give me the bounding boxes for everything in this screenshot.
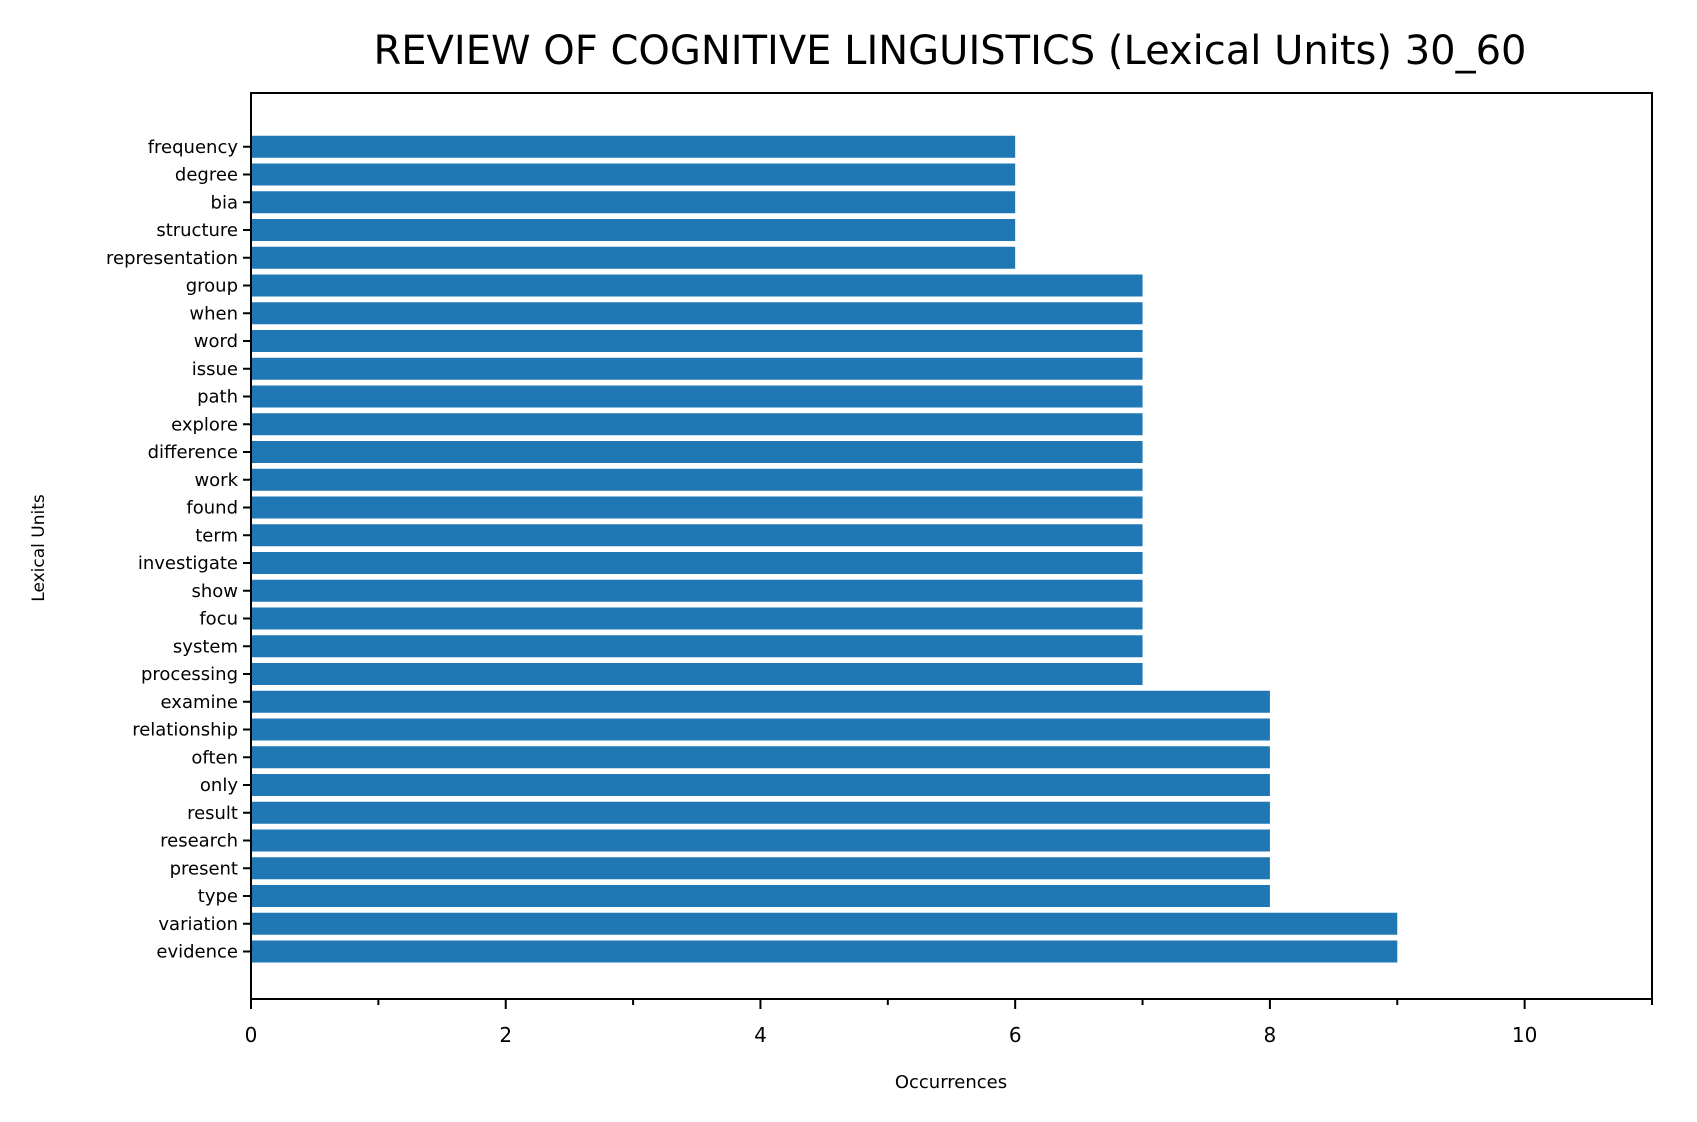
- x-tick-label: 2: [499, 1023, 512, 1047]
- plot-frame: [250, 92, 1653, 1000]
- bar-group: [251, 274, 1143, 297]
- y-tick-label: investigate: [138, 553, 238, 574]
- bar-focu: [251, 607, 1143, 630]
- y-tick-label: work: [194, 470, 238, 491]
- bar-often: [251, 746, 1270, 769]
- bar-work: [251, 468, 1143, 491]
- bar-issue: [251, 357, 1143, 380]
- x-tick-label: 0: [245, 1023, 258, 1047]
- y-tick-label: difference: [148, 442, 238, 463]
- y-tick-label: result: [187, 803, 238, 824]
- chart-title: REVIEW OF COGNITIVE LINGUISTICS (Lexical…: [373, 28, 1526, 74]
- bar-processing: [251, 663, 1143, 685]
- bar-system: [251, 635, 1143, 658]
- bar-investigate: [251, 552, 1143, 574]
- y-tick-label: found: [186, 498, 238, 519]
- y-tick-label: focu: [199, 609, 238, 630]
- bar-frequency: [251, 135, 1016, 158]
- x-tick-label: 4: [754, 1023, 767, 1047]
- bar-only: [251, 774, 1270, 796]
- y-tick-label: often: [191, 747, 238, 768]
- y-axis-label: Lexical Units: [29, 494, 49, 602]
- bar-found: [251, 496, 1143, 519]
- y-tick-label: examine: [161, 692, 238, 713]
- x-tick-label: 10: [1512, 1023, 1537, 1047]
- bar-difference: [251, 441, 1143, 463]
- bar-when: [251, 302, 1143, 325]
- y-tick-label: relationship: [132, 720, 238, 741]
- x-axis: 0 2 4 6 8 10: [245, 999, 1653, 1047]
- bar-degree: [251, 163, 1016, 186]
- y-tick-label: present: [170, 858, 238, 879]
- bar-present: [251, 857, 1270, 880]
- y-tick-label: word: [194, 331, 238, 352]
- bars-layer: [251, 135, 1398, 963]
- x-axis-label: Occurrences: [895, 1072, 1007, 1093]
- bar-explore: [251, 413, 1143, 436]
- bar-examine: [251, 690, 1270, 713]
- bar-relationship: [251, 718, 1270, 741]
- y-axis: evidence variation type present research resu…: [106, 137, 251, 963]
- bar-path: [251, 385, 1143, 408]
- bar-research: [251, 829, 1270, 852]
- bar-show: [251, 579, 1143, 602]
- y-tick-label: variation: [158, 914, 238, 935]
- bar-type: [251, 885, 1270, 907]
- x-tick-label: 8: [1264, 1023, 1277, 1047]
- y-tick-label: show: [191, 581, 238, 602]
- bar-variation: [251, 912, 1398, 935]
- x-tick-label: 6: [1009, 1023, 1022, 1047]
- y-tick-label: bia: [211, 192, 238, 213]
- y-tick-label: evidence: [156, 942, 238, 963]
- y-tick-label: degree: [175, 165, 238, 186]
- y-tick-label: when: [189, 303, 238, 324]
- bar-representation: [251, 246, 1016, 269]
- y-tick-label: research: [160, 831, 238, 852]
- bar-term: [251, 524, 1143, 547]
- y-tick-label: processing: [141, 664, 238, 685]
- y-tick-label: group: [186, 276, 238, 297]
- y-tick-label: representation: [106, 248, 238, 269]
- bar-word: [251, 330, 1143, 352]
- y-tick-label: type: [198, 886, 238, 907]
- y-tick-label: system: [173, 636, 238, 657]
- y-tick-label: frequency: [148, 137, 239, 158]
- y-tick-label: explore: [171, 414, 238, 435]
- bar-evidence: [251, 940, 1398, 963]
- y-tick-label: path: [197, 387, 238, 408]
- y-tick-label: structure: [156, 220, 238, 241]
- y-tick-label: only: [200, 775, 238, 796]
- bar-structure: [251, 219, 1016, 241]
- bar-result: [251, 801, 1270, 824]
- y-tick-label: term: [195, 525, 238, 546]
- y-tick-label: issue: [192, 359, 238, 380]
- bar-bia: [251, 191, 1016, 214]
